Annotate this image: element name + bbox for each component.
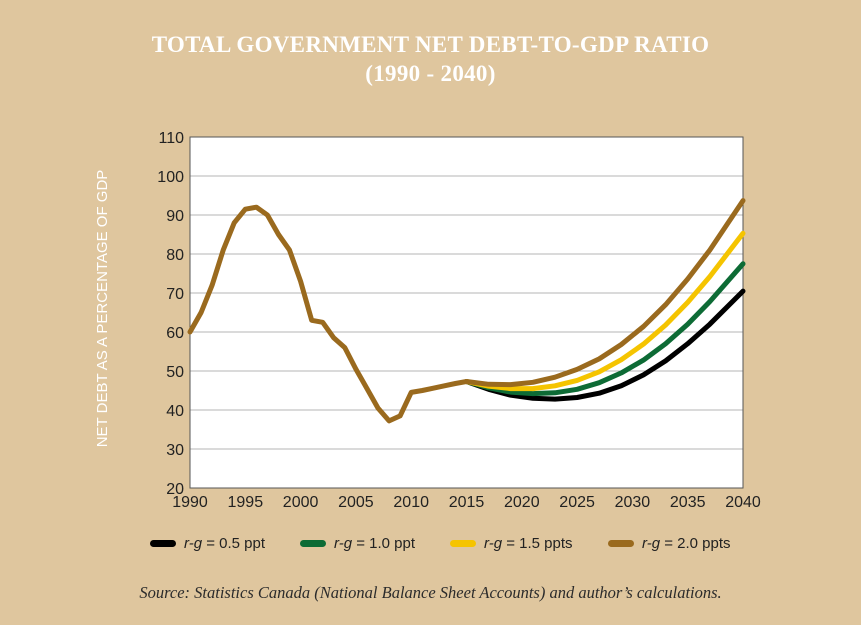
y-tick-label: 60 — [166, 325, 184, 342]
series-line-3 — [464, 198, 746, 388]
plot-border — [189, 136, 744, 489]
plot-area — [190, 137, 743, 488]
legend-swatch-1 — [300, 540, 326, 547]
chart-title: TOTAL GOVERNMENT NET DEBT-TO-GDP RATIO (… — [0, 30, 861, 88]
x-tick-label: 2035 — [670, 494, 706, 511]
y-tick-label: 50 — [166, 364, 184, 381]
x-tick-label: 2025 — [559, 494, 595, 511]
y-tick-label: 70 — [166, 286, 184, 303]
y-tick-label: 20 — [166, 481, 184, 498]
y-tick-label: 40 — [166, 403, 184, 420]
legend-label-0: r-g = 0.5 ppt — [184, 535, 266, 552]
series-line-1 — [464, 261, 746, 397]
x-tick-label: 2000 — [283, 494, 319, 511]
series-line-0 — [464, 288, 746, 402]
legend-swatch-0 — [150, 540, 176, 547]
legend-item-0: r-g = 0.5 ppt — [150, 535, 265, 552]
legend-label-3: r-g = 2.0 ppts — [642, 535, 731, 552]
x-tick-label: 1995 — [228, 494, 264, 511]
legend-swatch-3 — [608, 540, 634, 547]
legend-label-2: r-g = 1.5 ppts — [484, 535, 573, 552]
legend-item-3: r-g = 2.0 ppts — [608, 535, 731, 552]
legend-item-1: r-g = 1.0 ppt — [300, 535, 415, 552]
source-note: Source: Statistics Canada (National Bala… — [139, 583, 722, 602]
x-tick-label: 2020 — [504, 494, 540, 511]
y-tick-label: 100 — [157, 169, 184, 186]
x-tick-label: 2040 — [725, 494, 761, 511]
y-tick-label: 110 — [158, 130, 184, 147]
x-tick-label: 1990 — [172, 494, 208, 511]
chart-title-line1: TOTAL GOVERNMENT NET DEBT-TO-GDP RATIO — [151, 32, 710, 57]
y-tick-label: 90 — [166, 208, 184, 225]
legend-label-1: r-g = 1.0 ppt — [334, 535, 416, 552]
y-axis-label: NET DEBT AS A PERCENTAGE OF GDP — [94, 170, 111, 448]
legend: r-g = 0.5 ppt r-g = 1.0 ppt r-g = 1.5 pp… — [0, 535, 861, 559]
x-tick-label: 2015 — [449, 494, 485, 511]
legend-item-2: r-g = 1.5 ppts — [450, 535, 573, 552]
x-tick-label: 2010 — [393, 494, 429, 511]
series-line-2 — [464, 230, 746, 392]
x-tick-label: 2005 — [338, 494, 374, 511]
y-tick-label: 80 — [166, 247, 184, 264]
historical-line — [187, 204, 469, 424]
legend-swatch-2 — [450, 540, 476, 547]
x-tick-label: 2030 — [615, 494, 651, 511]
chart-title-line2: (1990 - 2040) — [365, 61, 496, 86]
y-tick-label: 30 — [166, 442, 184, 459]
